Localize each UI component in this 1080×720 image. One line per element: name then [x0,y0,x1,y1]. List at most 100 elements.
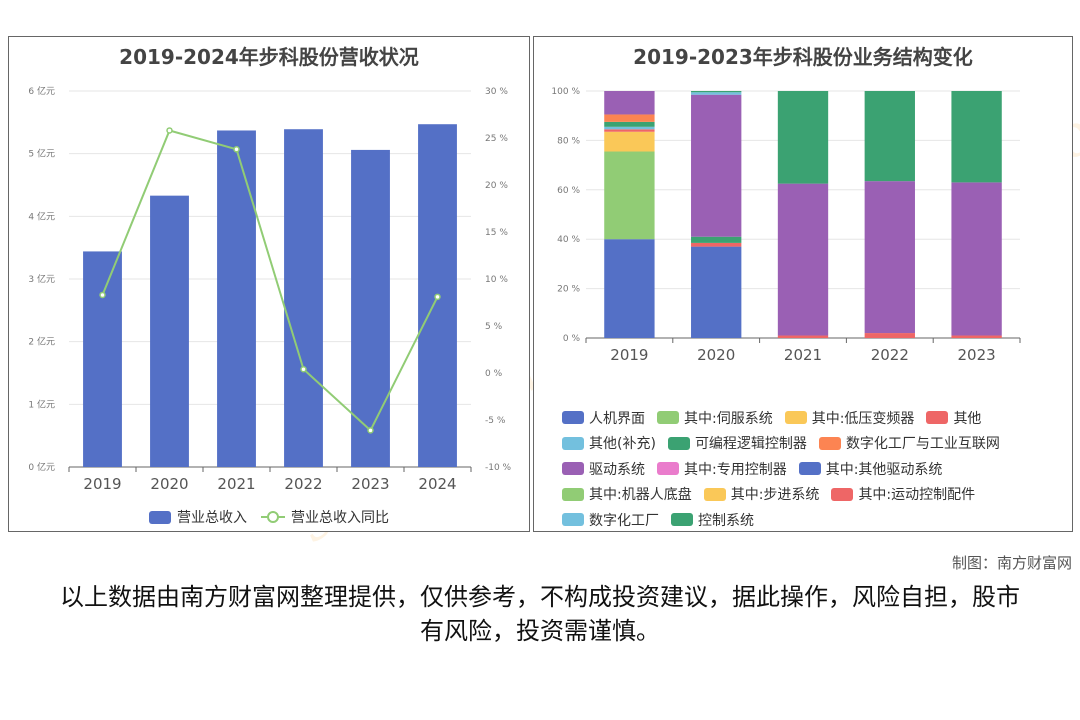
legend-item[interactable]: 其中:其他驱动系统 [798,459,943,479]
y-tick-label: 1 亿元 [28,398,55,410]
y-tick-label: 40 % [557,235,580,245]
line-swatch [261,511,285,523]
legend-row: 驱动系统 其中:专用控制器 其中:其他驱动系统 [562,456,1000,482]
y2-tick-label: 15 % [485,228,508,238]
stack-segment-2019-4 [604,126,655,130]
x-tick-label: 2021 [784,346,822,364]
stack-segment-2019-6 [604,114,655,122]
y-tick-label: 60 % [557,186,580,196]
y-tick-label: 2 亿元 [28,336,55,348]
x-tick-label: 2023 [351,475,389,493]
y-tick-label: 3 亿元 [28,273,55,285]
legend-item[interactable]: 数字化工厂 [562,510,659,530]
stack-segment-2023-3 [951,335,1002,338]
legend-item[interactable]: 数字化工厂与工业互联网 [818,433,1000,453]
legend-item[interactable]: 其中:伺服系统 [657,408,773,428]
y2-tick-label: -5 % [485,416,506,426]
legend-item[interactable]: 其中:机器人底盘 [562,484,692,504]
legend: 营业总收入 营业总收入同比 [9,507,529,527]
stack-segment-2023-14 [951,91,1002,183]
y2-tick-label: 30 % [485,87,508,97]
bar-swatch [149,510,171,524]
x-tick-label: 2023 [958,346,996,364]
legend-item[interactable]: 其中:低压变频器 [784,408,915,428]
x-tick-label: 2020 [150,475,188,493]
legend-label: 控制系统 [698,512,754,529]
legend-item-revenue-yoy[interactable]: 营业总收入同比 [261,507,389,527]
legend-swatch [657,462,679,476]
legend-item[interactable]: 驱动系统 [562,459,645,479]
yoy-point-2023 [367,427,374,434]
business-structure-chart-panel: 2019-2023年步科股份业务结构变化 0 % 20 % 40 % 60 % 80 %… [533,36,1073,532]
legend-row: 其中:机器人底盘 其中:步进系统 其中:运动控制配件 [562,482,1000,508]
legend-label: 数字化工厂与工业互联网 [845,436,1000,453]
stack-segment-2021-3 [777,335,829,338]
legend-row: 其他(补充) 可编程逻辑控制器 数字化工厂与工业互联网 [562,431,1000,457]
x-tick-label: 2022 [871,346,909,364]
bar-2022 [284,129,323,467]
legend-label: 其中:运动控制配件 [858,487,976,504]
credit-text: 制图：南方财富网 [951,554,1072,572]
legend-label: 其中:专用控制器 [684,461,787,478]
stack-segment-2020-0 [691,246,742,338]
legend-item-revenue[interactable]: 营业总收入 [149,507,247,527]
legend-label: 营业总收入 [177,510,247,526]
chart-title: 2019-2024年步科股份营收状况 [119,45,419,69]
legend-item[interactable]: 其他 [926,408,981,428]
legend-item[interactable]: 其中:专用控制器 [657,459,787,479]
stack-segment-2019-2 [604,131,655,152]
y-tick-label: 0 亿元 [28,461,55,473]
legend-label: 其中:低压变频器 [811,410,915,427]
legend-item[interactable]: 人机界面 [562,408,645,428]
legend-swatch [562,513,584,527]
bar-2021 [217,130,256,467]
stack-segment-2020-3 [691,242,742,247]
stack-segment-2021-14 [777,91,829,184]
stack-segment-2019-3 [604,129,655,132]
bar-2023 [351,149,390,467]
revenue-chart: 0 亿元 1 亿元 2 亿元 3 亿元 4 亿元 5 亿元 6 亿元 -10 % -5 % 0 %… [28,85,512,493]
y2-tick-label: -10 % [485,463,512,473]
legend-item[interactable]: 其中:运动控制配件 [831,484,975,504]
legend-item[interactable]: 其他(补充) [562,433,656,453]
legend-label: 其他 [953,410,982,427]
legend-label: 其他(补充) [589,436,656,453]
legend-swatch [667,436,690,450]
legend-item[interactable]: 可编程逻辑控制器 [667,433,807,453]
y2-tick-label: 25 % [485,134,508,144]
legend-swatch [562,462,584,476]
bar-2019 [83,251,122,467]
y-tick-label: 5 亿元 [28,148,55,160]
legend-item[interactable]: 控制系统 [671,510,754,530]
yoy-point-2020 [166,127,173,134]
y-tick-label: 6 亿元 [28,85,55,97]
stack-segment-2022-3 [864,333,915,338]
legend-label: 人机界面 [589,410,645,427]
legend-label: 其中:机器人底盘 [589,487,692,504]
stack-segment-2019-0 [604,239,655,338]
legend-label: 营业总收入同比 [291,510,389,526]
legend-swatch [562,411,584,425]
legend-label: 其中:步进系统 [730,487,820,504]
legend-swatch [798,462,821,476]
stack-segment-2020-7 [691,94,742,237]
legend-label: 驱动系统 [589,461,645,478]
legend-swatch [657,411,679,425]
stack-segment-2020-5 [691,236,742,243]
legend-label: 数字化工厂 [589,512,659,529]
y2-tick-label: 0 % [485,369,503,379]
stack-segment-2023-7 [951,182,1002,336]
stack-segment-2021-7 [777,183,829,336]
legend-row: 数字化工厂 控制系统 [562,507,1000,533]
structure-chart: 0 % 20 % 40 % 60 % 80 % 100 % 2019 2020 2021 2022… [551,87,1021,364]
legend-swatch [926,411,949,425]
legend-swatch [784,411,807,425]
legend-item[interactable]: 其中:步进系统 [703,484,820,504]
stack-segment-2019-5 [604,121,655,127]
legend-swatch [703,487,726,501]
legend-label: 其中:伺服系统 [684,410,773,427]
legend-label: 其中:其他驱动系统 [825,461,943,478]
revenue-chart-panel: 2019-2024年步科股份营收状况 0 亿元 1 亿元 2 亿元 3 亿元 4 亿元 5… [8,36,530,532]
x-tick-label: 2019 [83,475,121,493]
x-tick-label: 2022 [284,475,322,493]
